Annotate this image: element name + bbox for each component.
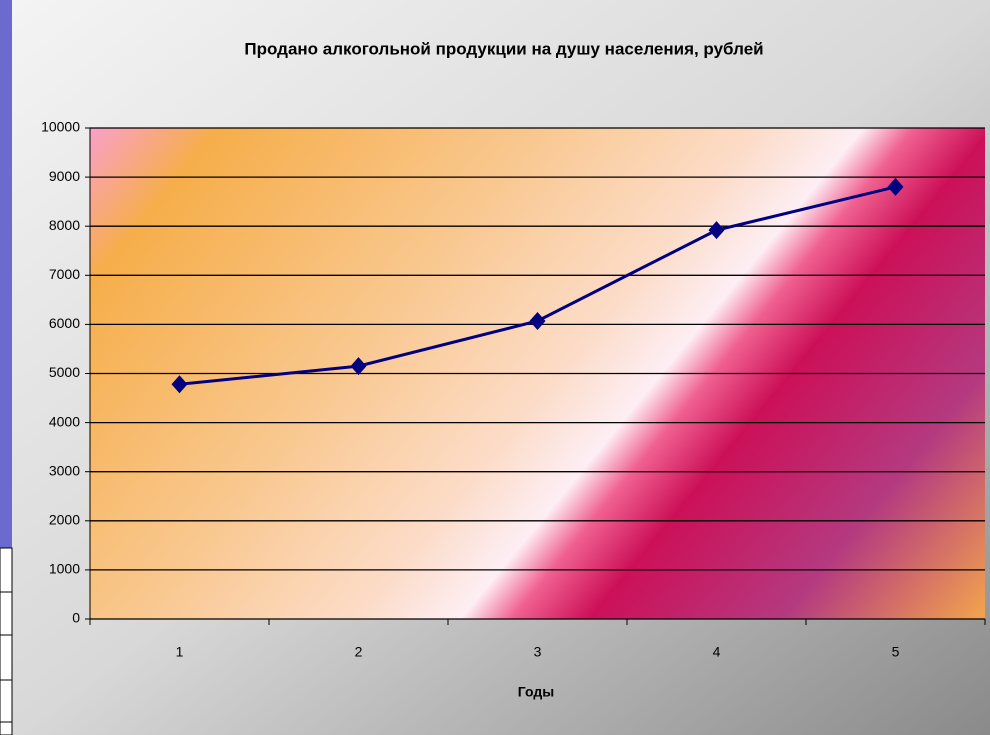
data-point bbox=[529, 311, 546, 330]
x-tick-label: 1 bbox=[176, 644, 184, 660]
y-tick-label: 7000 bbox=[49, 266, 80, 282]
y-tick-label: 10000 bbox=[41, 119, 80, 135]
y-tick-label: 8000 bbox=[49, 217, 80, 233]
x-axis-label: Годы bbox=[518, 684, 554, 700]
y-tick-label: 4000 bbox=[49, 413, 80, 429]
y-tick-label: 5000 bbox=[49, 364, 80, 380]
data-point bbox=[887, 177, 904, 196]
y-tick-label: 2000 bbox=[49, 512, 80, 528]
y-tick-label: 9000 bbox=[49, 168, 80, 184]
x-tick-label: 4 bbox=[713, 644, 721, 660]
y-tick-label: 3000 bbox=[49, 462, 80, 478]
y-tick-label: 0 bbox=[72, 610, 80, 626]
x-tick-label: 3 bbox=[534, 644, 542, 660]
y-tick-label: 1000 bbox=[49, 561, 80, 577]
table-fragment bbox=[0, 547, 13, 735]
x-tick-label: 5 bbox=[892, 644, 900, 660]
y-tick-label: 6000 bbox=[49, 315, 80, 331]
x-tick-label: 2 bbox=[355, 644, 363, 660]
data-point bbox=[708, 221, 725, 240]
data-point bbox=[171, 375, 188, 394]
data-point bbox=[350, 357, 367, 376]
chart-title: Продано алкогольной продукции на душу на… bbox=[244, 39, 763, 58]
